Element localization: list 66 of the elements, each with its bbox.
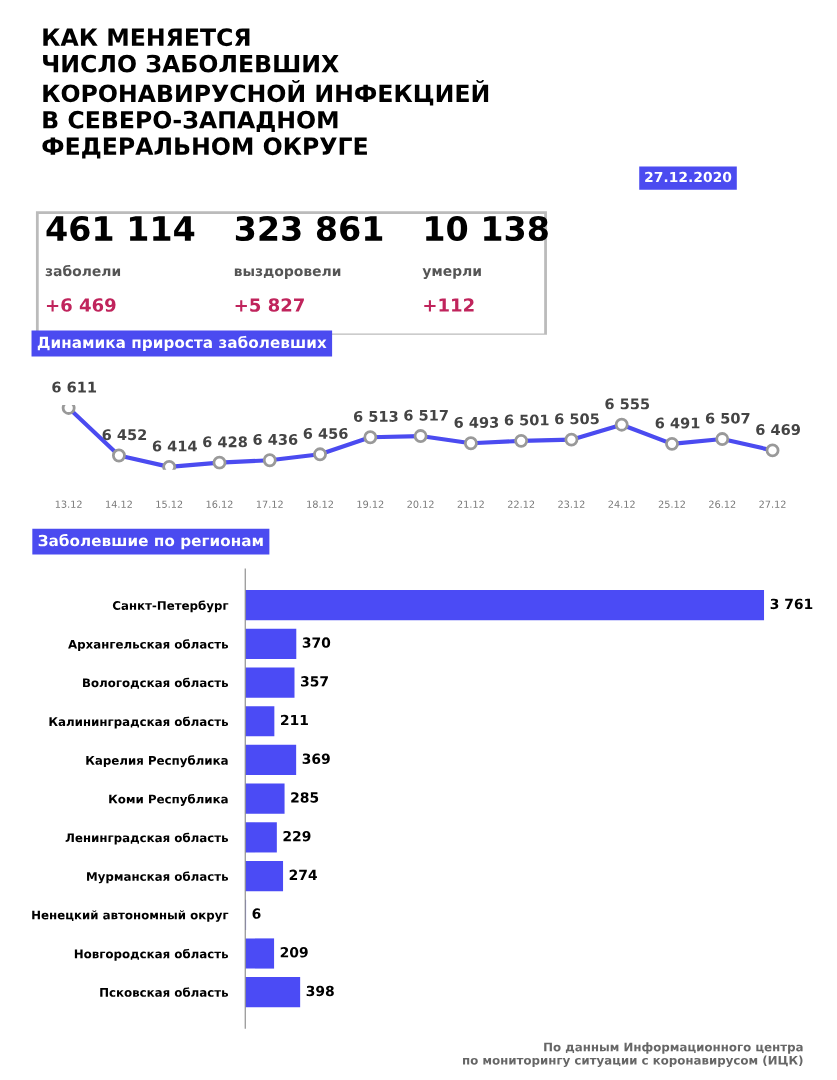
x-tick-label: 14.12 — [106, 500, 132, 508]
data-label: 6 493 — [454, 416, 499, 428]
data-label: 6 555 — [605, 398, 650, 410]
data-label: 6 505 — [555, 413, 599, 425]
x-tick-label: 21.12 — [457, 500, 484, 508]
y-tick-label: Вологодская область — [83, 677, 229, 689]
data-label: 357 — [300, 676, 328, 687]
y-tick-label: Санкт-Петербург — [112, 600, 229, 613]
data-label: 6 456 — [303, 427, 348, 439]
y-tick-label: Ленинградская область — [65, 832, 229, 845]
data-label: 6 428 — [203, 436, 247, 448]
x-tick-label: 16.12 — [206, 500, 233, 508]
text: умерли — [422, 268, 481, 279]
x-tick-label: 20.12 — [407, 500, 434, 508]
data-label: 6 — [252, 908, 261, 919]
x-tick-label: 24.12 — [608, 500, 635, 508]
text: 323 861 — [235, 215, 383, 242]
data-label: 285 — [291, 792, 319, 803]
x-tick-label: 27.12 — [759, 500, 786, 508]
data-label: 6 491 — [655, 417, 700, 429]
data-label: 369 — [302, 753, 330, 764]
x-tick-label: 23.12 — [558, 500, 585, 508]
y-tick-label: Ненецкий автономный округ — [32, 910, 229, 922]
text: По данным Информационного центра по мониторингу ситуации с коронавирусом (ИЦК) — [463, 1042, 803, 1068]
data-label: 209 — [280, 947, 308, 958]
y-tick-label: Карелия Республика — [86, 755, 228, 768]
x-tick-label: 22.12 — [507, 500, 535, 508]
text: заболели — [45, 264, 121, 277]
text: 27.12.2020 — [645, 171, 732, 183]
y-tick-label: Псковская область — [100, 987, 229, 997]
data-label: 6 436 — [253, 433, 298, 445]
text: +112 — [424, 298, 474, 312]
data-label: 6 517 — [404, 409, 448, 421]
text: 461 114 — [46, 215, 195, 242]
text: КАК МЕНЯЕТСЯ ЧИСЛО ЗАБОЛЕВШИХ КОРОНАВИРУСНОЙ ИНФЕКЦИЕЙ В СЕВЕРО-ЗАПАДНОМ ФЕДЕРАЛЬНОМ ОКРУГЕ — [42, 28, 489, 159]
text: +6 469 — [46, 298, 116, 312]
data-label: 6 452 — [102, 429, 147, 441]
y-tick-label: Калининградская область — [49, 716, 229, 729]
x-tick-label: 17.12 — [256, 500, 283, 508]
data-label: 6 611 — [52, 381, 97, 393]
data-label: 6 507 — [705, 412, 750, 424]
text: 10 138 — [426, 215, 548, 242]
data-label: 6 469 — [756, 424, 800, 436]
x-tick-label: 25.12 — [658, 500, 685, 508]
text: выздоровели — [234, 268, 341, 279]
y-tick-label: Коми Республика — [109, 793, 228, 806]
chart-title: Заболевшие по регионам — [38, 533, 263, 550]
x-tick-label: 18.12 — [307, 500, 333, 508]
data-label: 6 414 — [152, 440, 197, 452]
y-tick-label: Мурманская область — [87, 871, 229, 884]
x-tick-label: 26.12 — [709, 500, 736, 508]
y-tick-label: Новгородская область — [74, 948, 229, 961]
data-label: 274 — [289, 869, 317, 880]
data-label: 398 — [306, 985, 334, 997]
x-tick-label: 13.12 — [55, 500, 82, 508]
data-label: 6 501 — [504, 414, 549, 426]
data-label: 370 — [302, 637, 331, 648]
chart-title: Динамика прироста заболевших — [37, 335, 327, 352]
data-label: 211 — [281, 714, 308, 726]
data-label: 229 — [283, 830, 311, 842]
x-tick-label: 15.12 — [156, 500, 183, 508]
data-label: 6 513 — [353, 410, 398, 422]
data-label: 3 761 — [770, 598, 813, 610]
x-tick-label: 19.12 — [357, 500, 384, 508]
text: +5 827 — [235, 298, 304, 312]
y-tick-label: Архангельская область — [68, 639, 229, 651]
